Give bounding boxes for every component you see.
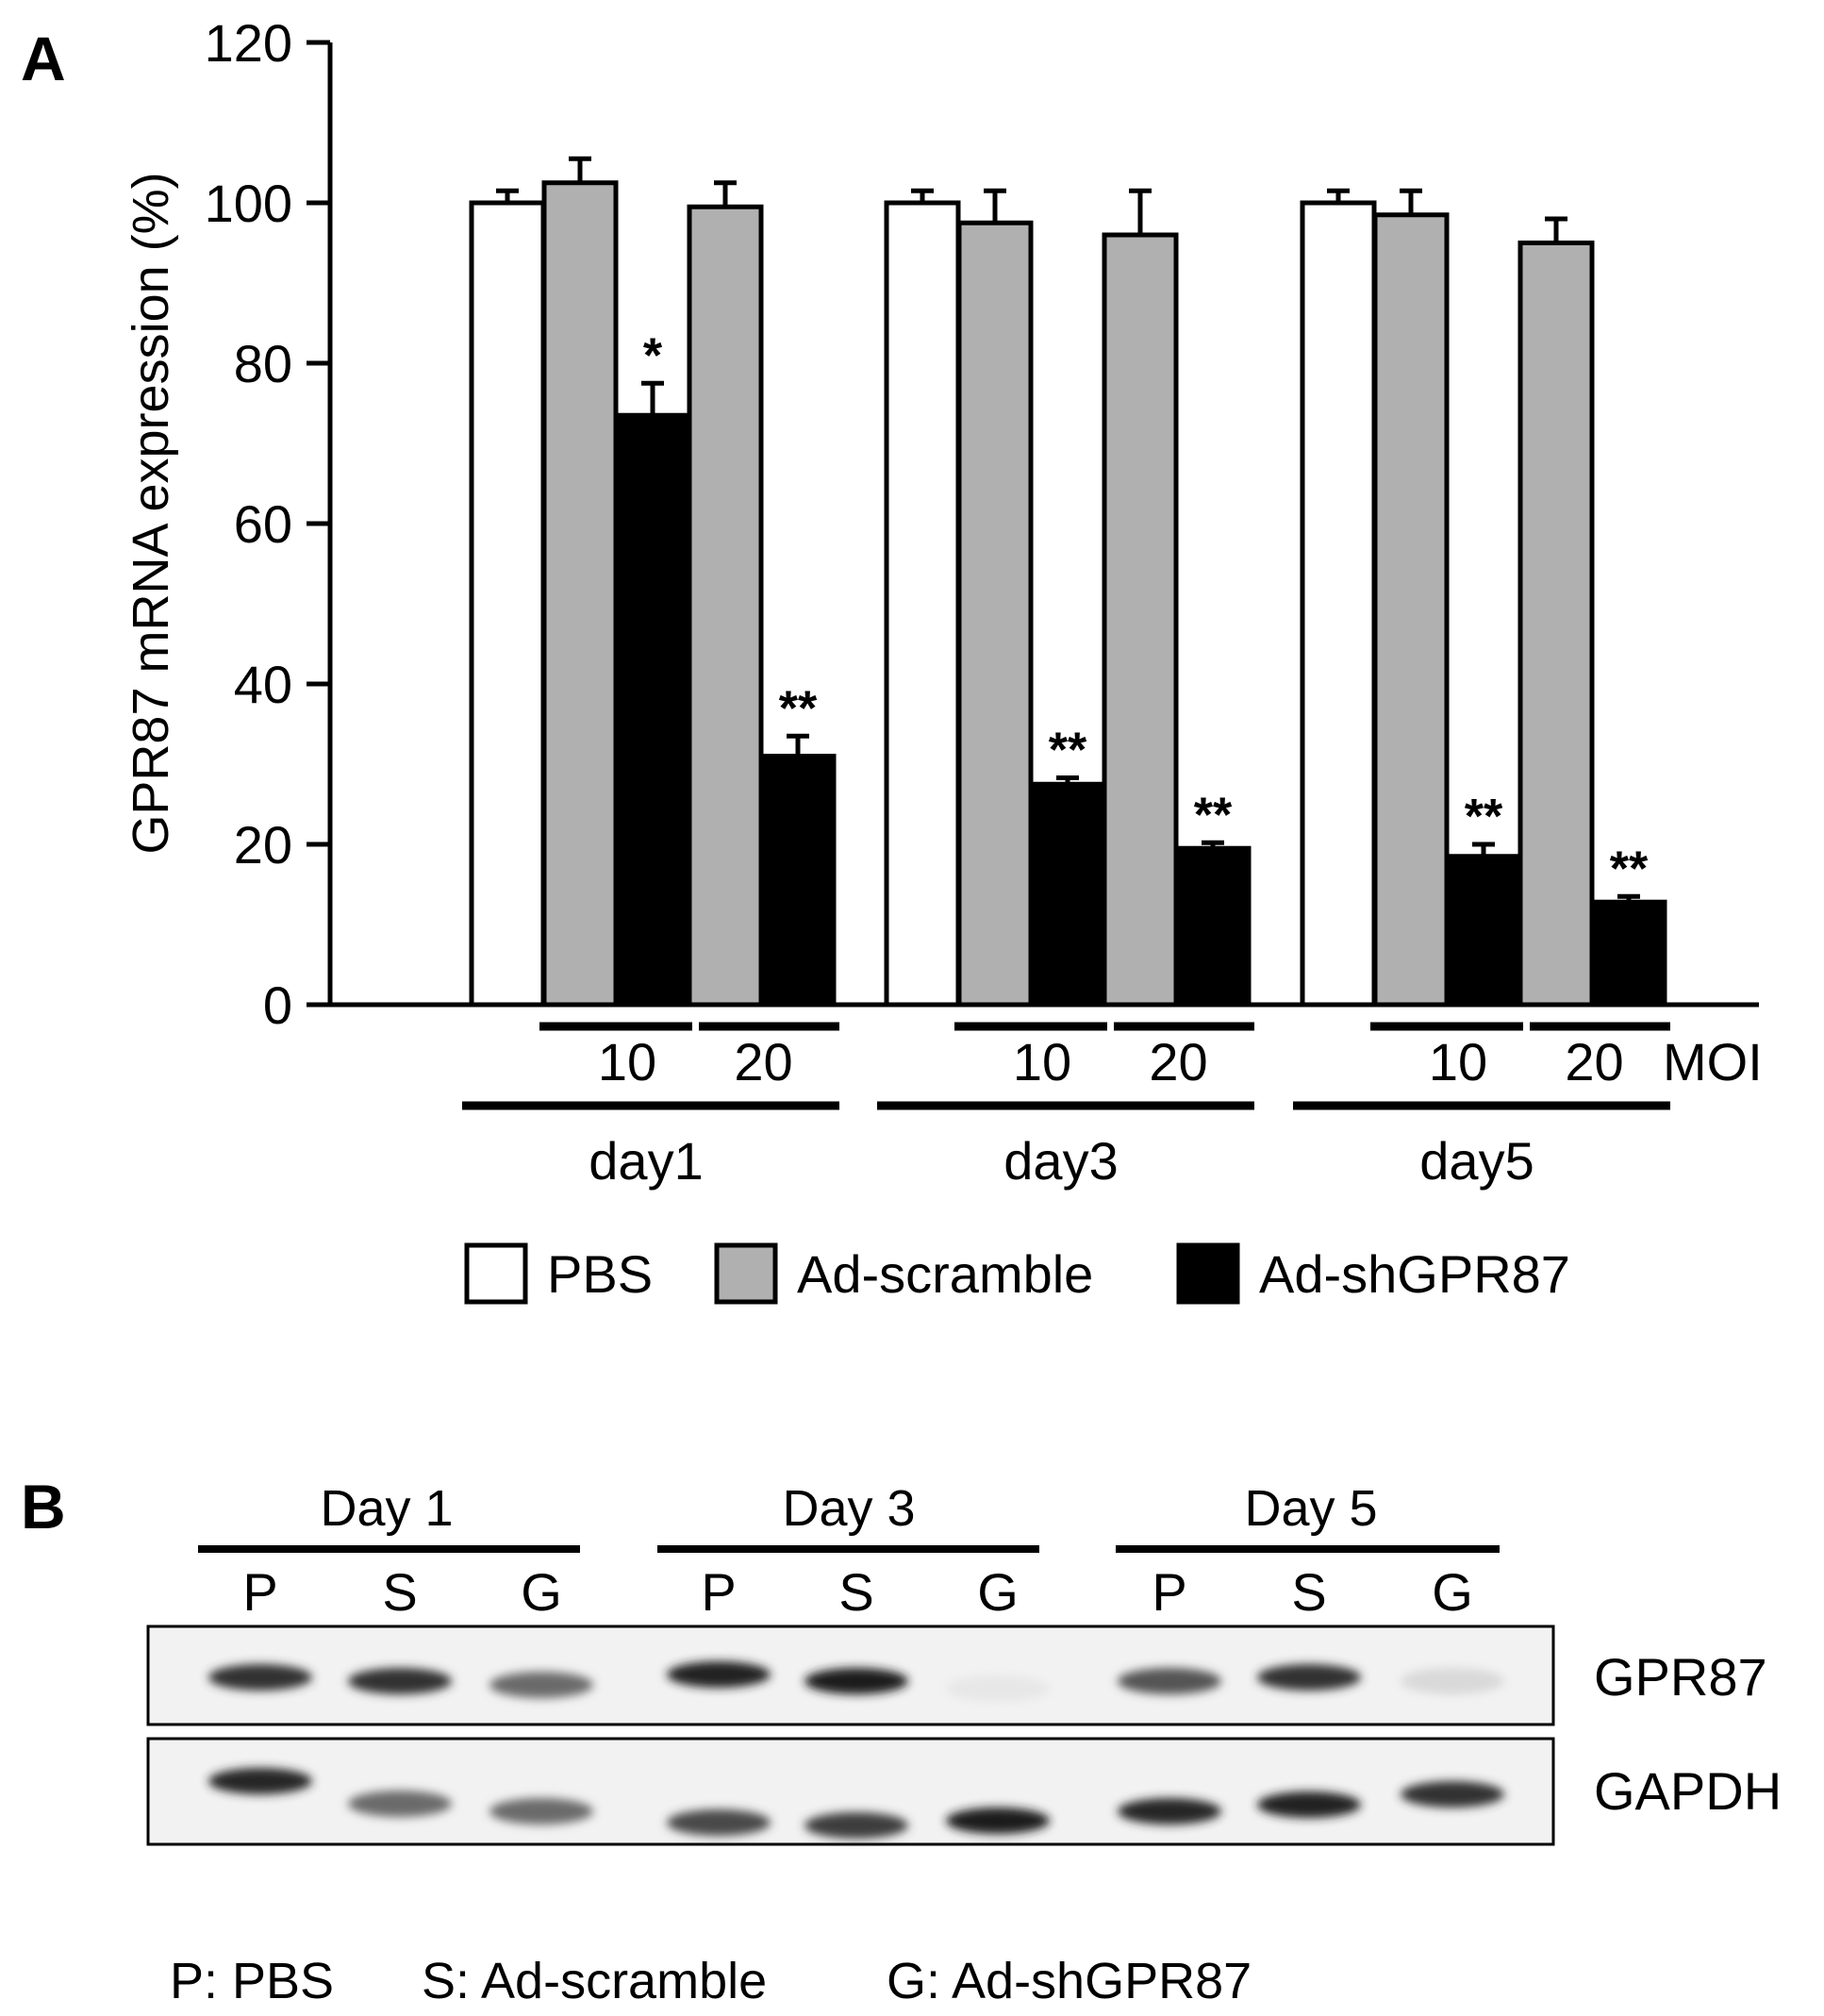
moi-unit-label: MOI bbox=[1663, 1032, 1763, 1091]
footer-scramble: S: Ad-scramble bbox=[422, 1953, 767, 2009]
moi-label: 20 bbox=[1565, 1032, 1623, 1091]
lane-label: P bbox=[701, 1562, 736, 1622]
bar bbox=[1174, 845, 1252, 1008]
lane-label: P bbox=[1152, 1562, 1186, 1622]
lane-label: S bbox=[1291, 1562, 1326, 1622]
blot-band bbox=[667, 1661, 771, 1688]
lane-label: P bbox=[242, 1562, 277, 1622]
group-label: day1 bbox=[589, 1131, 703, 1191]
bar bbox=[759, 754, 837, 1008]
y-tick-label: 100 bbox=[205, 174, 292, 233]
blot-band bbox=[667, 1809, 771, 1836]
western-blot: Day 1 Day 3 Day 5 P S G P S G P S G GPR87 GAPDH bbox=[146, 1480, 1782, 1846]
blot-band bbox=[348, 1791, 452, 1817]
blot-band bbox=[1257, 1791, 1361, 1818]
blot-band bbox=[489, 1672, 593, 1698]
bar bbox=[1102, 232, 1179, 1008]
group-label: day5 bbox=[1419, 1131, 1534, 1191]
bar bbox=[1300, 200, 1377, 1008]
significance-mark: ** bbox=[1610, 841, 1649, 896]
significance-mark: * bbox=[643, 328, 663, 383]
blot-band bbox=[804, 1668, 908, 1694]
bar bbox=[687, 204, 764, 1008]
day-label: Day 5 bbox=[1244, 1480, 1377, 1537]
footer-pbs: P: PBS bbox=[170, 1953, 334, 2009]
panel-b-label: B bbox=[21, 1472, 66, 1541]
y-tick-label: 80 bbox=[234, 334, 292, 393]
moi-label: 20 bbox=[734, 1032, 792, 1091]
bar bbox=[1590, 899, 1667, 1008]
legend-swatch bbox=[464, 1242, 528, 1305]
bar bbox=[614, 412, 691, 1008]
footer-shgpr87: G: Ad-shGPR87 bbox=[887, 1953, 1252, 2009]
y-tick-label: 0 bbox=[263, 975, 292, 1035]
bar bbox=[1517, 241, 1595, 1008]
y-tick-label: 60 bbox=[234, 494, 292, 554]
legend-label: PBS bbox=[547, 1244, 653, 1304]
blot-band bbox=[1257, 1664, 1361, 1691]
bar bbox=[884, 200, 961, 1008]
blot-label: GPR87 bbox=[1594, 1647, 1767, 1707]
lane-label: S bbox=[382, 1562, 417, 1622]
blot-label: GAPDH bbox=[1594, 1761, 1782, 1821]
lane-label: S bbox=[838, 1562, 873, 1622]
day-label: Day 3 bbox=[782, 1480, 915, 1537]
moi-label: 20 bbox=[1149, 1032, 1207, 1091]
y-tick-label: 20 bbox=[234, 815, 292, 875]
legend-label: Ad-scramble bbox=[797, 1244, 1093, 1304]
moi-label: 10 bbox=[1429, 1032, 1487, 1091]
moi-label: 10 bbox=[1013, 1032, 1071, 1091]
blot-band bbox=[946, 1675, 1050, 1702]
blot-band bbox=[489, 1798, 593, 1824]
group-label: day3 bbox=[1003, 1131, 1118, 1191]
bar bbox=[541, 180, 619, 1008]
blot-band bbox=[1401, 1668, 1504, 1694]
legend-swatch bbox=[714, 1242, 778, 1305]
blot-band bbox=[1118, 1668, 1221, 1694]
significance-mark: ** bbox=[1465, 790, 1503, 844]
blot-band bbox=[208, 1664, 312, 1691]
lane-label: G bbox=[977, 1562, 1019, 1622]
moi-label: 10 bbox=[598, 1032, 656, 1091]
blot-band bbox=[1401, 1781, 1504, 1808]
day-label: Day 1 bbox=[320, 1480, 453, 1537]
blot-band bbox=[804, 1812, 908, 1839]
blot-band bbox=[208, 1768, 312, 1794]
y-axis-label: GPR87 mRNA expression (%) bbox=[123, 172, 179, 854]
lane-label: G bbox=[521, 1562, 562, 1622]
legend-swatch bbox=[1176, 1242, 1240, 1305]
significance-mark: ** bbox=[779, 681, 818, 736]
significance-mark: ** bbox=[1194, 788, 1233, 842]
bar bbox=[1029, 781, 1106, 1008]
blot-band bbox=[1118, 1798, 1221, 1824]
bar bbox=[1372, 212, 1450, 1008]
bar bbox=[1445, 854, 1522, 1008]
blot-band bbox=[348, 1668, 452, 1694]
y-tick-label: 120 bbox=[205, 13, 292, 73]
lane-label: G bbox=[1432, 1562, 1473, 1622]
legend-label: Ad-shGPR87 bbox=[1259, 1244, 1570, 1304]
blot-footer: P: PBS S: Ad-scramble G: Ad-shGPR87 bbox=[170, 1953, 1252, 2009]
bar bbox=[469, 200, 546, 1008]
significance-mark: ** bbox=[1049, 723, 1087, 777]
y-tick-label: 40 bbox=[234, 655, 292, 714]
panel-a-label: A bbox=[21, 24, 66, 93]
blot-band bbox=[946, 1808, 1050, 1834]
bar bbox=[956, 220, 1034, 1008]
